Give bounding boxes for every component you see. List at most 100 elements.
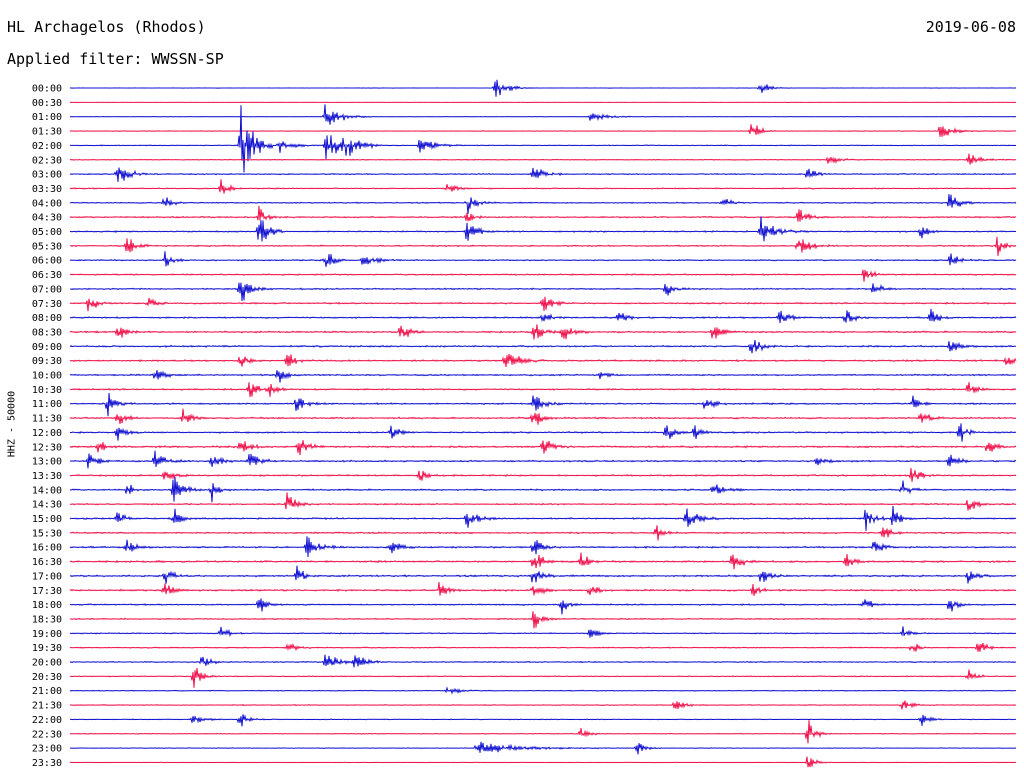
trace-row-10 [69,216,1017,242]
row-label-41: 20:30 [32,672,62,683]
row-label-10: 05:00 [32,227,62,238]
row-label-29: 14:30 [32,500,62,511]
trace-row-3 [69,124,1017,137]
trace-row-28 [69,477,1017,503]
trace-row-23 [69,408,1017,425]
row-label-14: 07:00 [32,284,62,295]
row-label-5: 02:30 [32,155,62,166]
trace-row-8 [69,194,1017,214]
row-label-15: 07:30 [32,299,62,310]
trace-row-40 [69,654,1017,668]
row-label-47: 23:30 [32,758,62,769]
trace-row-31 [69,525,1017,541]
trace-row-14 [69,282,1017,301]
station-title: HL Archagelos (Rhodos) [7,18,206,36]
trace-row-4 [69,105,1017,173]
row-label-13: 06:30 [32,270,62,281]
trace-row-37 [69,611,1017,629]
row-label-23: 11:30 [32,414,62,425]
row-label-6: 03:00 [32,170,62,181]
row-label-44: 22:00 [32,715,62,726]
trace-row-7 [69,179,1017,194]
trace-row-43 [69,700,1017,710]
row-labels: 00:00 00:30 01:00 01:30 02:00 02:30 03:00 03:30… [32,84,62,769]
trace-row-19 [69,353,1017,368]
trace-row-41 [69,668,1017,688]
trace-row-2 [69,104,1017,125]
trace-row-35 [69,581,1017,597]
trace-row-9 [69,205,1017,222]
trace-row-29 [69,492,1017,511]
trace-row-17 [69,324,1017,340]
trace-row-5 [69,153,1017,165]
row-label-8: 04:00 [32,198,62,209]
row-label-31: 15:30 [32,528,62,539]
trace-row-38 [69,626,1017,638]
row-label-3: 01:30 [32,127,62,138]
row-label-28: 14:00 [32,485,62,496]
filter-label: Applied filter: WWSSN-SP [7,50,224,68]
row-label-32: 16:00 [32,543,62,554]
trace-row-18 [69,339,1017,354]
row-label-43: 21:30 [32,701,62,712]
trace-row-33 [69,552,1017,570]
row-label-12: 06:00 [32,256,62,267]
row-label-2: 01:00 [32,112,62,123]
row-label-18: 09:00 [32,342,62,353]
trace-row-21 [69,382,1017,398]
trace-row-39 [69,642,1017,653]
trace-row-30 [69,505,1017,531]
row-label-22: 11:00 [32,399,62,410]
trace-row-32 [69,536,1017,558]
row-label-20: 10:00 [32,371,62,382]
trace-row-26 [69,450,1017,469]
trace-row-22 [69,393,1017,417]
row-label-33: 16:30 [32,557,62,568]
row-label-7: 03:30 [32,184,62,195]
row-label-1: 00:30 [32,98,62,109]
row-label-26: 13:00 [32,457,62,468]
row-label-37: 18:30 [32,614,62,625]
trace-row-47 [69,756,1017,768]
trace-row-20 [69,370,1017,383]
row-label-45: 22:30 [32,729,62,740]
row-label-11: 05:30 [32,241,62,252]
row-label-24: 12:00 [32,428,62,439]
row-label-19: 09:30 [32,356,62,367]
row-label-9: 04:30 [32,213,62,224]
date-label: 2019-06-08 [925,18,1016,36]
trace-row-42 [69,686,1017,695]
row-label-17: 08:30 [32,327,62,338]
row-label-27: 13:30 [32,471,62,482]
trace-row-36 [69,598,1017,615]
trace-row-15 [69,296,1017,312]
row-label-16: 08:00 [32,313,62,324]
traces [69,79,1017,768]
row-label-34: 17:00 [32,571,62,582]
trace-row-46 [69,741,1017,755]
row-label-4: 02:00 [32,141,62,152]
trace-row-0 [69,79,1017,97]
trace-row-16 [69,308,1017,324]
trace-row-44 [69,714,1017,727]
row-label-39: 19:30 [32,643,62,654]
row-label-46: 23:00 [32,744,62,755]
trace-row-13 [69,269,1017,282]
trace-row-12 [69,251,1017,267]
row-label-36: 18:00 [32,600,62,611]
row-label-42: 21:00 [32,686,62,697]
row-label-0: 00:00 [32,84,62,95]
row-label-25: 12:30 [32,442,62,453]
trace-row-34 [69,565,1017,584]
row-label-38: 19:00 [32,629,62,640]
row-label-21: 10:30 [32,385,62,396]
trace-row-27 [69,467,1017,482]
trace-row-45 [69,720,1017,744]
trace-row-11 [69,236,1017,257]
trace-row-24 [69,423,1017,442]
trace-row-6 [69,167,1017,182]
row-label-30: 15:00 [32,514,62,525]
trace-row-25 [69,440,1017,456]
row-label-40: 20:00 [32,658,62,669]
